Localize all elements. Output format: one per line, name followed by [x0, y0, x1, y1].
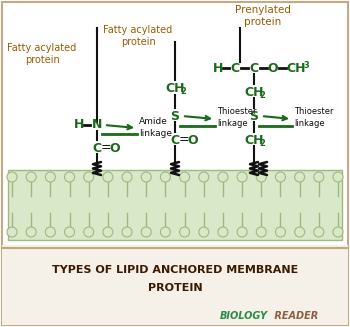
- Circle shape: [7, 172, 17, 182]
- Circle shape: [275, 172, 286, 182]
- Circle shape: [199, 227, 209, 237]
- Text: S: S: [250, 110, 259, 123]
- Text: Fatty acylated: Fatty acylated: [103, 25, 173, 35]
- Circle shape: [295, 227, 304, 237]
- Circle shape: [26, 227, 36, 237]
- Circle shape: [103, 227, 113, 237]
- Text: Thioester: Thioester: [294, 108, 334, 116]
- Text: O: O: [110, 142, 120, 154]
- Circle shape: [64, 172, 75, 182]
- Text: READER: READER: [271, 311, 318, 321]
- Text: PROTEIN: PROTEIN: [148, 283, 202, 293]
- Text: linkage: linkage: [217, 118, 248, 128]
- Circle shape: [141, 172, 151, 182]
- Circle shape: [295, 172, 304, 182]
- Text: =: =: [179, 133, 189, 146]
- Circle shape: [84, 172, 94, 182]
- Text: =: =: [101, 142, 111, 154]
- Bar: [2, 245, 348, 325]
- Circle shape: [256, 227, 266, 237]
- Text: CH: CH: [244, 85, 264, 98]
- Circle shape: [103, 172, 113, 182]
- Text: C: C: [170, 133, 180, 146]
- Text: O: O: [188, 133, 198, 146]
- Circle shape: [256, 172, 266, 182]
- Circle shape: [333, 172, 343, 182]
- Text: 2: 2: [259, 91, 265, 99]
- Circle shape: [26, 172, 36, 182]
- Circle shape: [237, 227, 247, 237]
- Text: H: H: [213, 61, 223, 75]
- Text: Amide: Amide: [139, 117, 168, 127]
- Circle shape: [141, 227, 151, 237]
- Circle shape: [46, 172, 55, 182]
- Text: CH: CH: [244, 133, 264, 146]
- Text: linkage: linkage: [294, 118, 325, 128]
- Circle shape: [64, 227, 75, 237]
- Circle shape: [180, 227, 190, 237]
- Circle shape: [7, 227, 17, 237]
- Circle shape: [218, 172, 228, 182]
- Circle shape: [180, 172, 190, 182]
- Text: 2: 2: [180, 87, 186, 95]
- Circle shape: [122, 227, 132, 237]
- Circle shape: [122, 172, 132, 182]
- Circle shape: [160, 172, 170, 182]
- Text: TYPES OF LIPID ANCHORED MEMBRANE: TYPES OF LIPID ANCHORED MEMBRANE: [52, 265, 298, 275]
- Circle shape: [314, 227, 324, 237]
- Text: S: S: [170, 110, 180, 123]
- Text: protein: protein: [121, 37, 155, 47]
- Circle shape: [218, 227, 228, 237]
- Text: CH: CH: [286, 61, 306, 75]
- Text: C: C: [250, 61, 259, 75]
- Text: Prenylated: Prenylated: [235, 5, 291, 15]
- Text: BIOLOGY: BIOLOGY: [220, 311, 268, 321]
- Text: 3: 3: [303, 60, 309, 70]
- Bar: [8, 170, 342, 240]
- Text: CH: CH: [165, 81, 185, 95]
- Circle shape: [199, 172, 209, 182]
- Text: linkage: linkage: [139, 129, 172, 137]
- Text: 2: 2: [259, 139, 265, 147]
- Text: H: H: [74, 118, 84, 131]
- Text: C: C: [92, 142, 102, 154]
- Text: protein: protein: [25, 55, 60, 65]
- Text: protein: protein: [244, 17, 282, 27]
- Circle shape: [237, 172, 247, 182]
- Text: C: C: [230, 61, 239, 75]
- Circle shape: [46, 227, 55, 237]
- Text: O: O: [268, 61, 278, 75]
- Circle shape: [84, 227, 94, 237]
- Text: N: N: [92, 118, 102, 131]
- Circle shape: [275, 227, 286, 237]
- Circle shape: [160, 227, 170, 237]
- Circle shape: [333, 227, 343, 237]
- Circle shape: [314, 172, 324, 182]
- Text: Thioester: Thioester: [217, 108, 257, 116]
- Text: Fatty acylated: Fatty acylated: [7, 43, 77, 53]
